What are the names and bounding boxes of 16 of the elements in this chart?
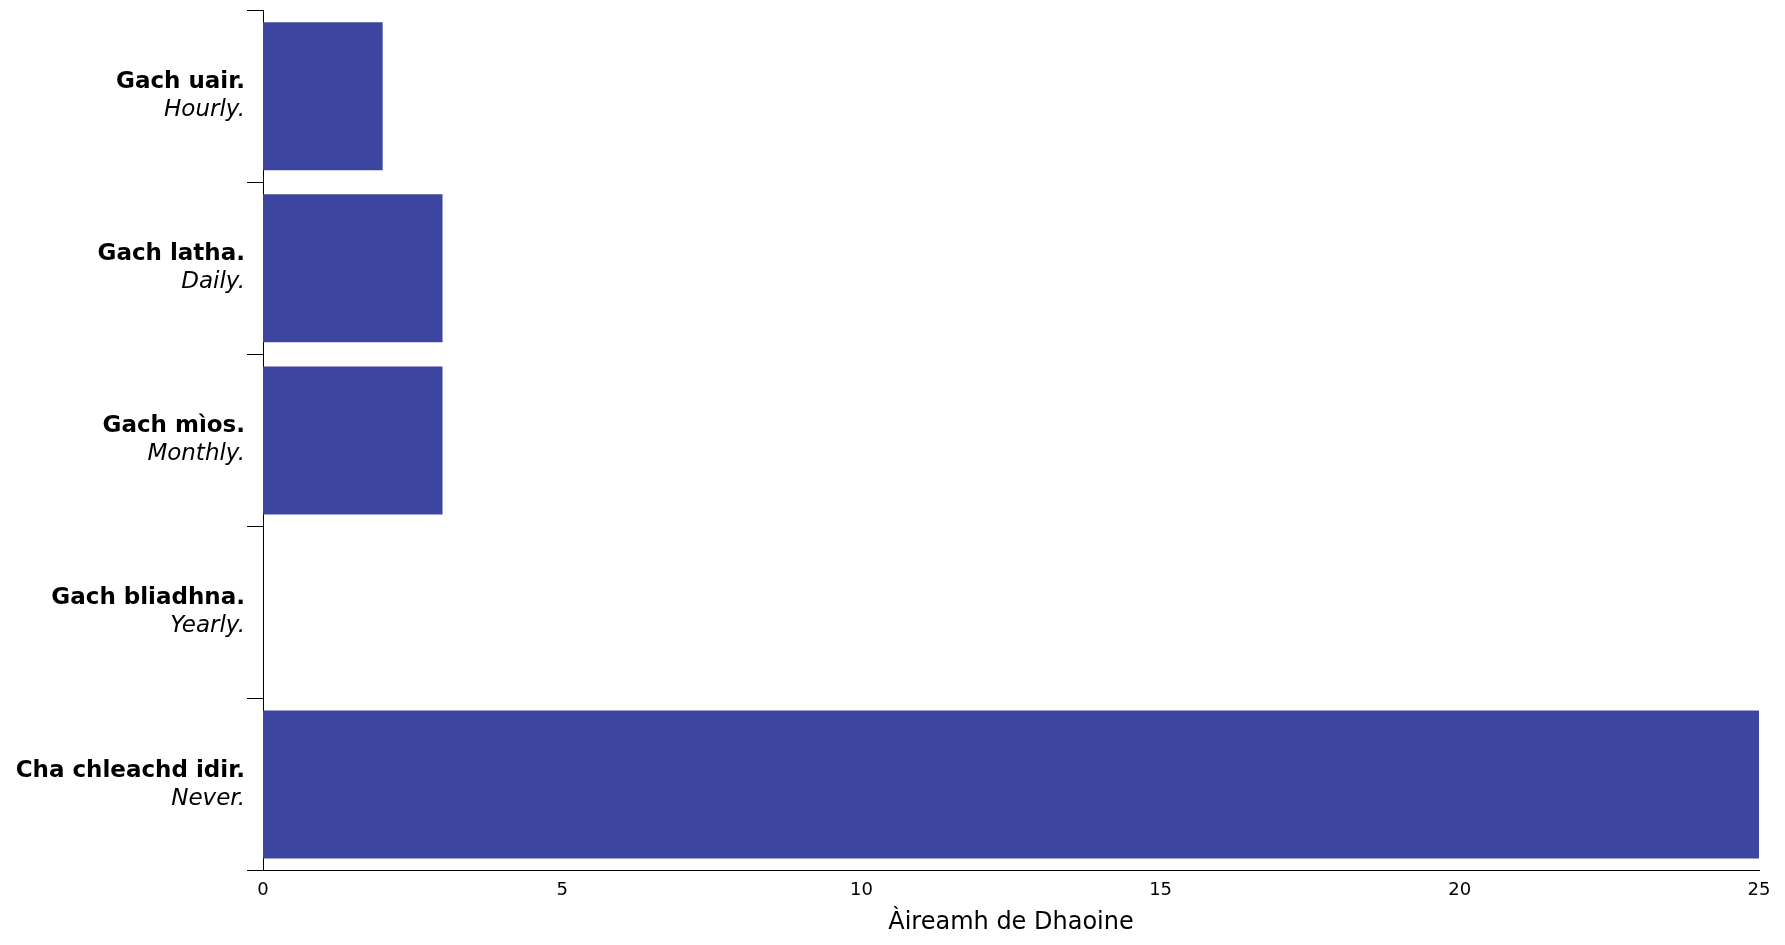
x-axis-title: Àireamh de Dhaoine	[888, 905, 1134, 935]
x-tick-label: 0	[257, 878, 269, 900]
x-tick-label: 25	[1747, 878, 1771, 900]
bar	[263, 366, 443, 515]
y-tick-label: Gach uair. Hourly.	[116, 67, 245, 122]
x-tick-label: 10	[849, 878, 873, 900]
x-tick-label: 15	[1149, 878, 1173, 900]
x-tick-label: 5	[556, 878, 568, 900]
y-tick-label: Gach latha. Daily.	[97, 239, 245, 294]
y-tick-label: Gach mìos. Monthly.	[102, 411, 245, 466]
bar	[263, 194, 443, 343]
bar	[263, 710, 1759, 859]
x-tick-label: 20	[1448, 878, 1472, 900]
y-tick-label: Cha chleachd idir. Never.	[15, 755, 245, 810]
y-tick-label: Gach bliadhna. Yearly.	[51, 583, 245, 638]
bar	[263, 22, 383, 171]
